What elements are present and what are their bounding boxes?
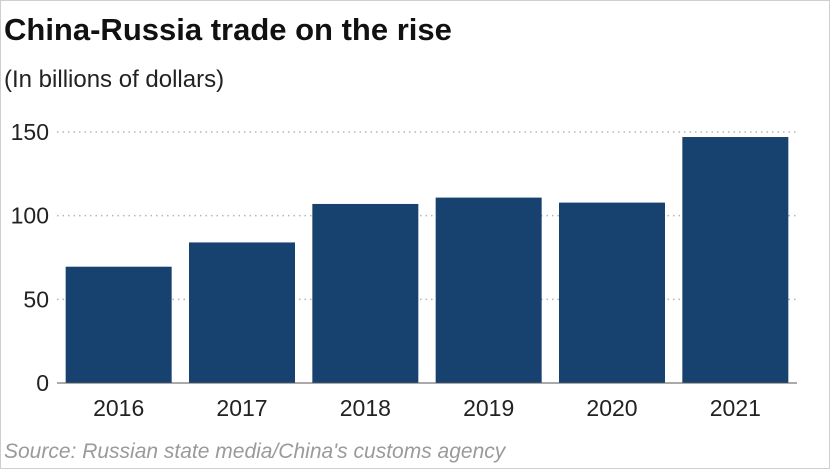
bar-2020 <box>559 202 665 383</box>
x-tick-label-2018: 2018 <box>340 395 391 421</box>
x-tick-label-2021: 2021 <box>710 395 761 421</box>
x-tick-label-2020: 2020 <box>586 395 637 421</box>
source-note: Source: Russian state media/China's cust… <box>4 440 506 463</box>
bar-2017 <box>189 242 295 383</box>
y-tick-label-100: 100 <box>11 203 49 229</box>
bar-2016 <box>65 266 172 383</box>
x-tick-label-2017: 2017 <box>216 395 267 421</box>
bar-2021 <box>682 137 789 383</box>
y-tick-label-0: 0 <box>36 370 49 396</box>
x-tick-label-2019: 2019 <box>463 395 514 421</box>
bar-2019 <box>435 197 542 383</box>
chart-subtitle: (In billions of dollars) <box>4 66 225 93</box>
x-tick-label-2016: 2016 <box>93 395 144 421</box>
y-tick-label-50: 50 <box>23 286 49 312</box>
chart-title: China-Russia trade on the rise <box>4 12 452 47</box>
bar-2018 <box>312 203 419 383</box>
y-tick-label-150: 150 <box>11 119 49 145</box>
